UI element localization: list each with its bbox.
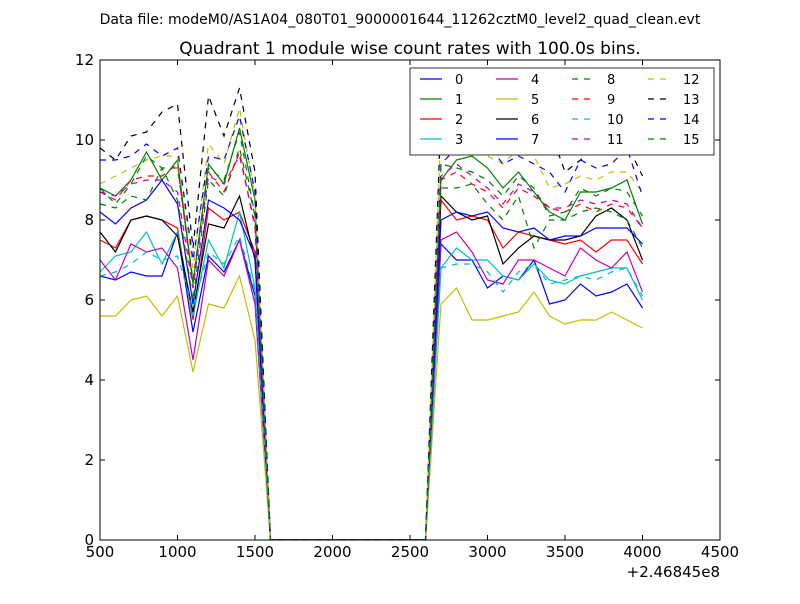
series-line-5 [100,274,643,540]
x-tick-label: 4500 [701,543,739,561]
y-tick-label: 12 [75,51,94,69]
y-tick-label: 2 [84,451,94,469]
legend-label-7: 7 [531,133,539,148]
y-tick-label: 6 [84,291,94,309]
x-tick-label: 500 [86,543,115,561]
legend-label-5: 5 [531,93,539,108]
legend-label-8: 8 [607,73,615,88]
x-tick-label: 4000 [623,543,661,561]
x-tick-label: 3500 [546,543,584,561]
y-tick-label: 4 [84,371,94,389]
legend-label-1: 1 [455,93,463,108]
y-tick-label: 0 [84,531,94,549]
series-line-9 [100,149,643,540]
legend-box [409,67,715,156]
legend-label-2: 2 [455,113,463,128]
series-line-15 [100,131,644,540]
axis-layer: 500 1000 1500 2000 2500 3000 3500 4000 4500 0 2 4 6 8… [75,51,739,561]
x-tick-label: 2000 [313,543,351,561]
x-tick-label: 3000 [468,543,506,561]
legend-label-6: 6 [531,113,539,128]
series-line-10 [100,234,644,540]
series-line-8 [100,145,644,540]
series-line-6 [100,194,644,540]
data-file-label: Data file: modeM0/AS1A04_080T01_90000016… [100,12,701,28]
x-offset-label: +2.46845e8 [627,563,720,581]
chart-title: Quadrant 1 module wise count rates with … [179,39,640,59]
x-tick-label: 1000 [158,543,196,561]
series-line-14 [100,113,644,540]
legend-label-4: 4 [531,73,539,88]
legend-label-0: 0 [455,73,463,88]
series-line-0 [100,231,644,540]
series-line-4 [100,231,644,540]
legend-label-3: 3 [455,133,463,148]
legend-label-9: 9 [607,93,615,108]
x-tick-label: 1500 [236,543,274,561]
legend-label-11: 11 [607,133,624,148]
legend-label-12: 12 [683,73,700,88]
legend-label-14: 14 [683,113,700,128]
y-tick-label: 8 [84,211,94,229]
legend-label-10: 10 [607,113,624,128]
series-line-7 [100,178,643,540]
y-tick-label: 10 [75,131,94,149]
legend-label-15: 15 [683,133,700,148]
x-tick-label: 2500 [391,543,429,561]
legend-label-13: 13 [683,93,700,108]
